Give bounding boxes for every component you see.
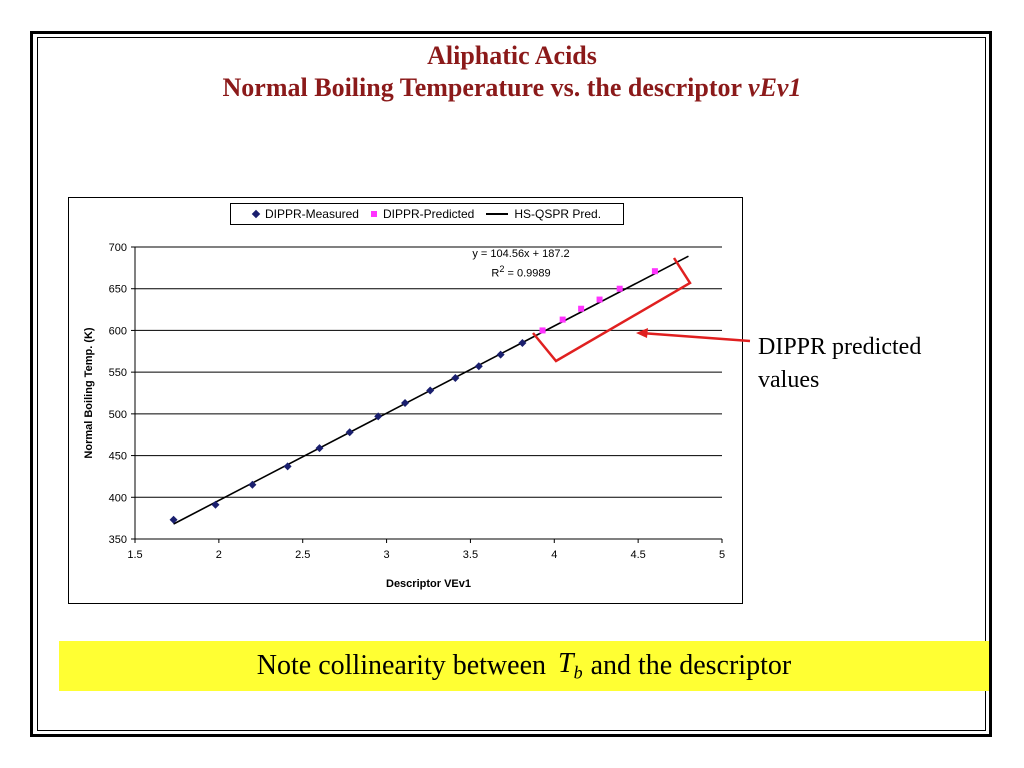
measured-point xyxy=(474,362,483,371)
legend-label-measured: DIPPR-Measured xyxy=(264,207,359,221)
note-symbol-T: T xyxy=(558,648,574,680)
x-tick-label: 1.5 xyxy=(127,549,142,561)
r-squared-text: R2 = 0.9989 xyxy=(436,262,606,282)
measured-point xyxy=(345,428,354,437)
note-text-before: Note collinearity between xyxy=(256,650,547,681)
x-tick-label: 2.5 xyxy=(295,549,310,561)
x-tick-label: 2 xyxy=(216,549,222,561)
annotation-label: DIPPR predicted values xyxy=(758,334,922,393)
measured-point xyxy=(315,444,324,453)
note-symbol: Tb xyxy=(558,648,583,684)
legend-label-line: HS-QSPR Pred. xyxy=(514,207,602,221)
x-tick-label: 4 xyxy=(551,549,557,561)
bracket-shape xyxy=(532,257,692,363)
slide-outer-border xyxy=(30,31,992,737)
r-squared-value: = 0.9989 xyxy=(504,267,551,280)
measured-point xyxy=(518,338,527,347)
arrow-head-icon xyxy=(636,328,648,338)
y-tick-label: 450 xyxy=(109,451,127,463)
square-marker-icon xyxy=(370,211,377,217)
slide-title: Aliphatic Acids Normal Boiling Temperatu… xyxy=(40,40,984,104)
measured-point xyxy=(426,386,435,395)
title-line-2-text: Normal Boiling Temperature vs. the descr… xyxy=(222,73,749,102)
slide-inner-border xyxy=(37,37,986,731)
y-tick-label: 650 xyxy=(109,284,127,296)
legend-label-predicted: DIPPR-Predicted xyxy=(382,207,475,221)
trendline-equation: y = 104.56x + 187.2 R2 = 0.9989 xyxy=(436,247,606,282)
annotation-arrow-line xyxy=(640,331,751,343)
diamond-marker-icon xyxy=(251,209,261,219)
measured-point xyxy=(169,515,178,524)
x-tick-label: 4.5 xyxy=(630,549,645,561)
measured-point xyxy=(283,462,292,471)
y-tick-label: 600 xyxy=(109,325,127,337)
r-squared-exponent: 2 xyxy=(499,264,505,274)
r-squared-symbol: R xyxy=(491,267,500,280)
y-tick-label: 350 xyxy=(109,534,127,546)
measured-point xyxy=(374,412,383,421)
x-tick-label: 3.5 xyxy=(463,549,478,561)
y-tick-label: 400 xyxy=(109,492,127,504)
title-line-2: Normal Boiling Temperature vs. the descr… xyxy=(40,72,984,104)
note-symbol-subscript: b xyxy=(573,662,583,683)
legend-item-predicted: DIPPR-Predicted xyxy=(370,207,475,221)
legend-item-line: HS-QSPR Pred. xyxy=(486,207,601,221)
y-tick-label: 700 xyxy=(109,242,127,254)
measured-point xyxy=(248,480,257,489)
chart-legend: DIPPR-Measured DIPPR-Predicted HS-QSPR P… xyxy=(230,203,624,225)
predicted-point xyxy=(596,296,603,303)
predicted-point xyxy=(539,327,546,334)
predicted-point xyxy=(651,268,658,275)
measured-point xyxy=(496,350,505,359)
legend-item-measured: DIPPR-Measured xyxy=(251,207,359,221)
note-text-after: and the descriptor xyxy=(590,650,792,681)
predicted-point xyxy=(578,305,585,312)
measured-point xyxy=(211,500,220,509)
equation-text: y = 104.56x + 187.2 xyxy=(472,248,570,260)
measured-point xyxy=(401,399,410,408)
y-axis-title: Normal Boiling Temp. (K) xyxy=(83,327,95,459)
y-tick-label: 550 xyxy=(109,367,127,379)
title-descriptor: vEv1 xyxy=(748,73,802,102)
measured-point xyxy=(451,373,460,382)
x-axis-title: Descriptor VEv1 xyxy=(386,578,471,590)
predicted-point xyxy=(559,316,566,323)
title-line-1: Aliphatic Acids xyxy=(427,41,597,70)
y-tick-label: 500 xyxy=(109,409,127,421)
note-highlight: Note collinearity between Tb and the des… xyxy=(59,641,989,691)
x-tick-label: 5 xyxy=(719,549,725,561)
line-marker-icon xyxy=(486,213,509,215)
x-tick-label: 3 xyxy=(384,549,390,561)
predicted-point xyxy=(616,285,623,292)
